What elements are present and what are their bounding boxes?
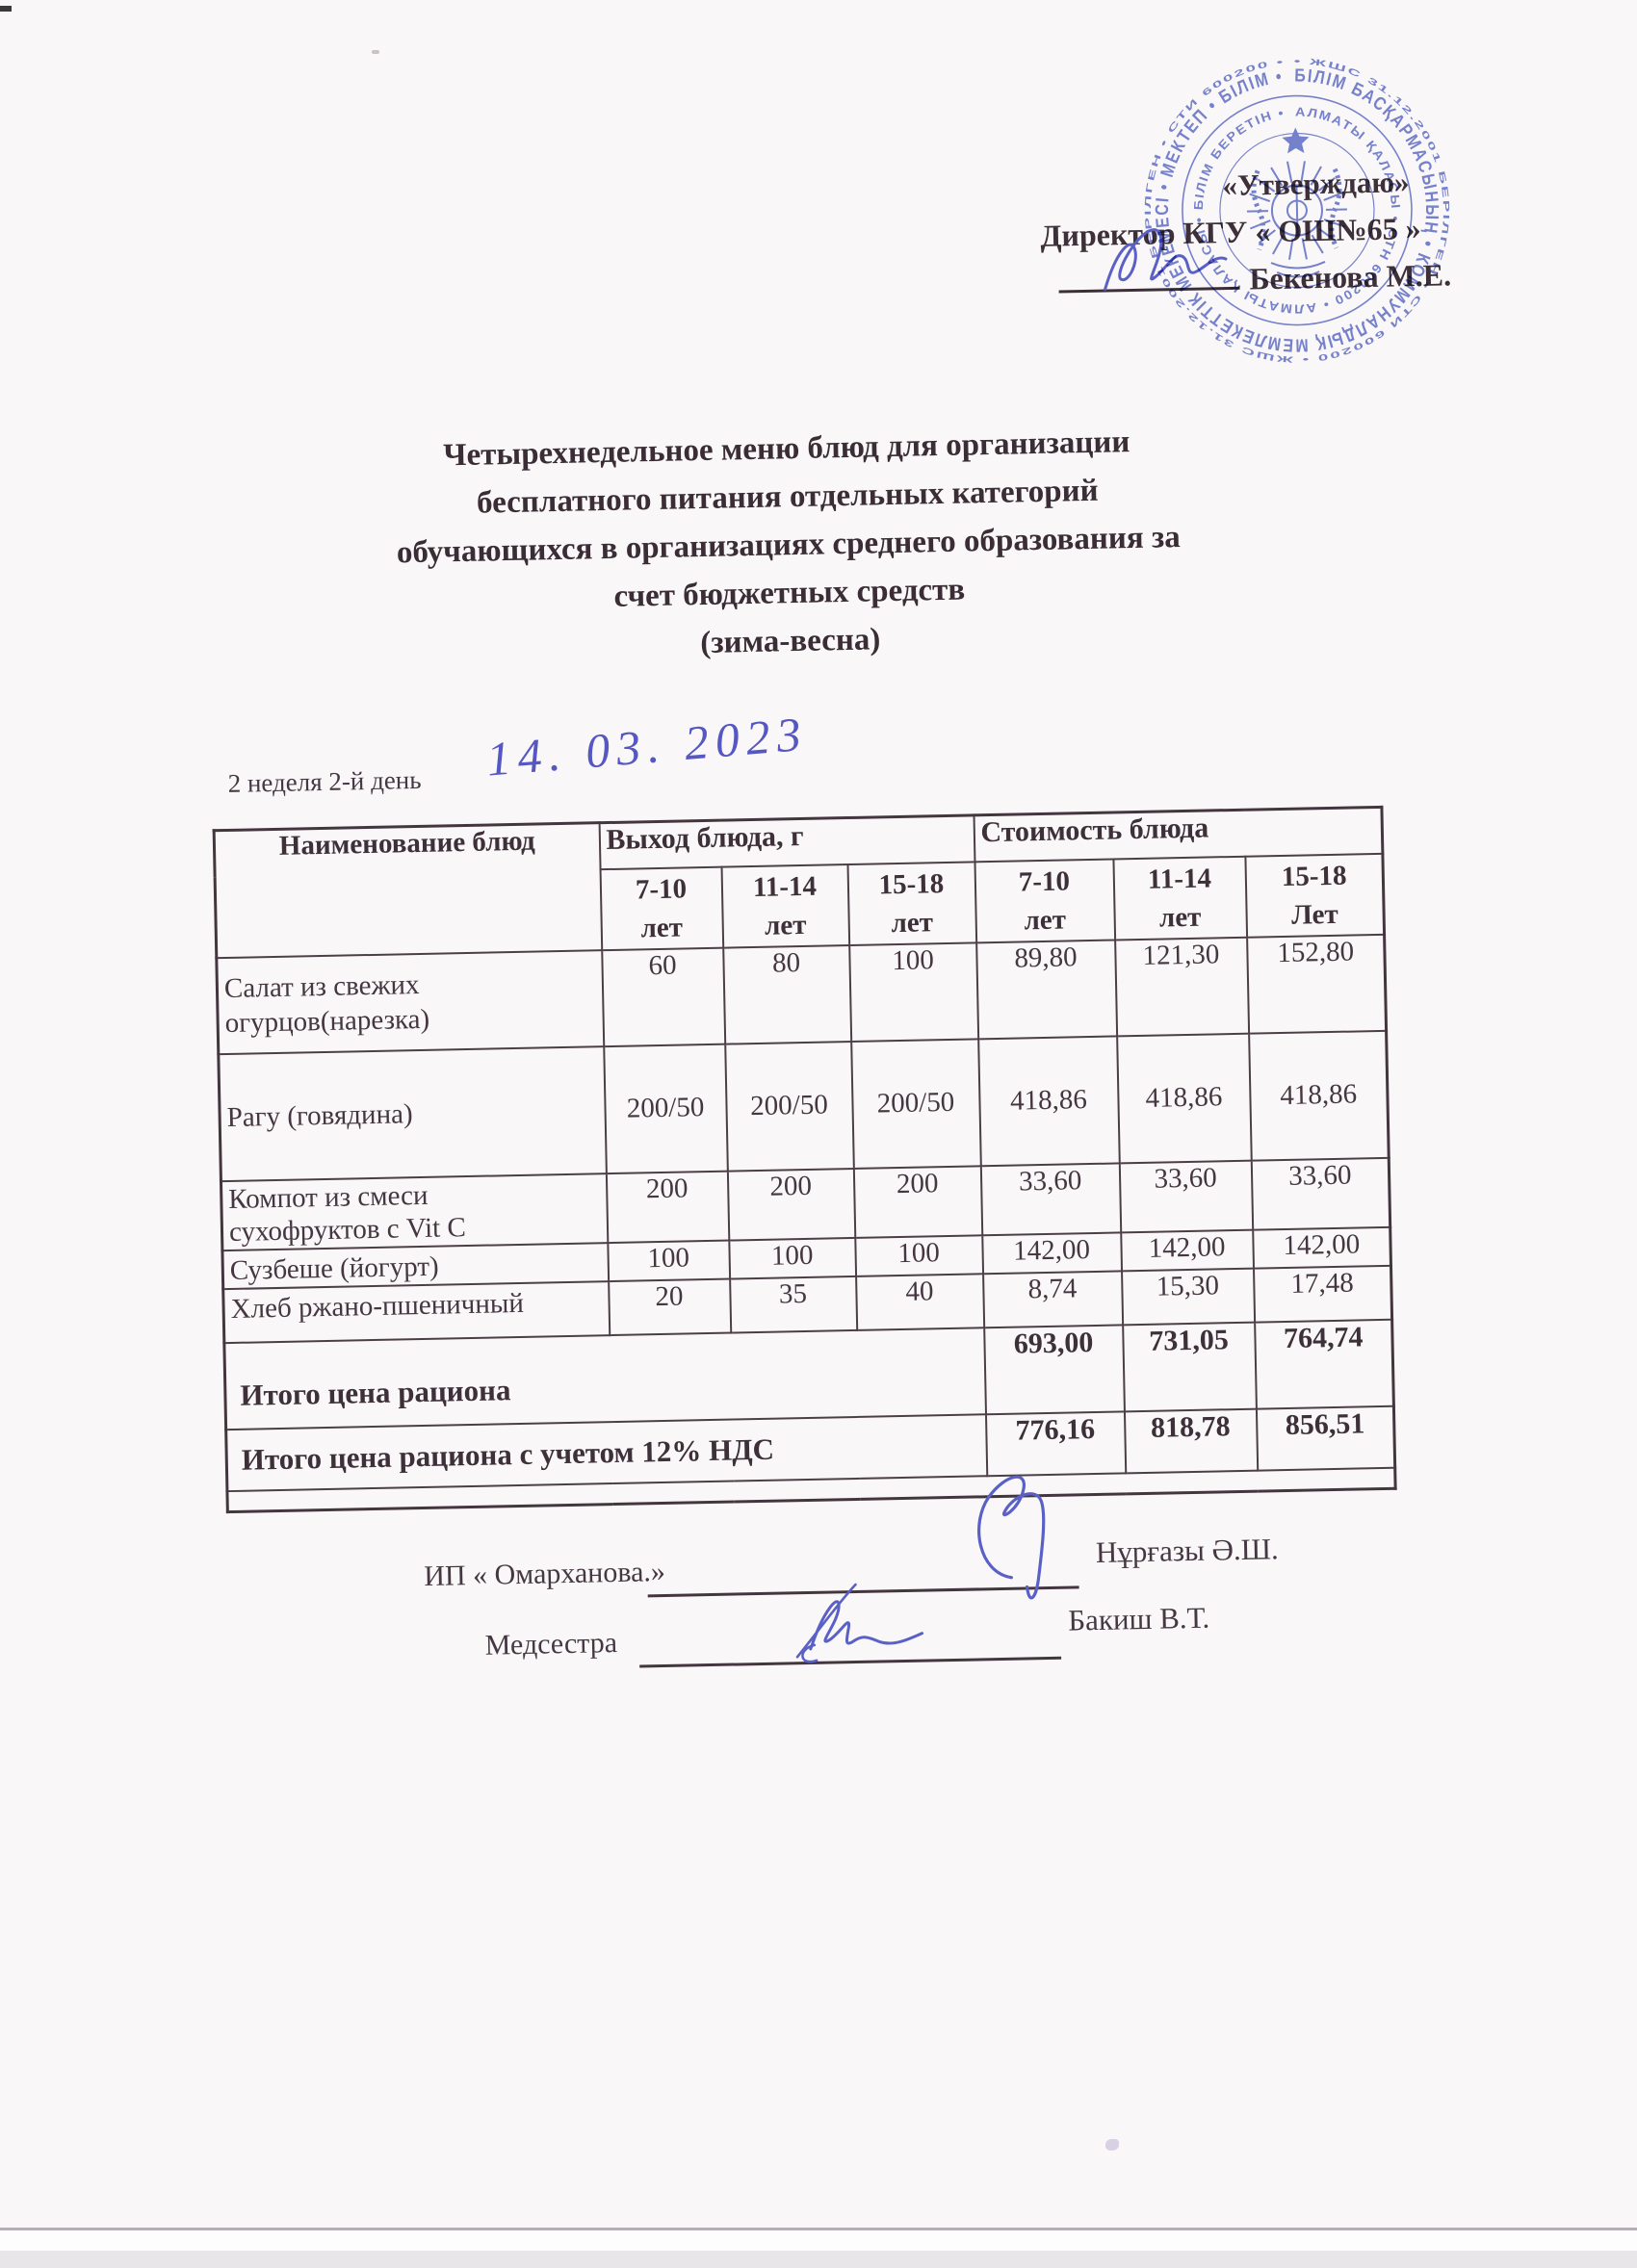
signatory-prefix: ИП « Омарханова.»	[424, 1556, 665, 1593]
dish-cost-value: 142,00	[1121, 1229, 1254, 1271]
dish-name: Хлеб ржано-пшеничный	[223, 1281, 610, 1343]
col-group-output: Выход блюда, г	[599, 815, 974, 869]
table-row: Рагу (говядина) 200/50 200/50 200/50 418…	[219, 1030, 1389, 1180]
total-cost-value: 764,74	[1255, 1319, 1394, 1408]
stamp-emblem	[1245, 127, 1348, 278]
stamp-star	[1282, 127, 1310, 153]
col-header-cost-age-1: 7-10 лет	[974, 859, 1115, 942]
col-header-out-age-1: 7-10 лет	[600, 866, 723, 950]
dish-out-value: 100	[729, 1237, 856, 1278]
signatory-name: Нұрғазы Ә.Ш.	[1096, 1532, 1280, 1570]
col-header-cost-age-2: 11-14 лет	[1113, 856, 1247, 940]
week-day-label: 2 неделя 2-й день	[227, 765, 421, 799]
dish-out-value: 60	[602, 947, 725, 1046]
col-header-dish-name: Наименование блюд	[214, 823, 602, 958]
dish-cost-value: 142,00	[1253, 1226, 1391, 1268]
scan-artifact-speck	[372, 50, 379, 54]
dish-out-value: 40	[856, 1274, 984, 1330]
scan-artifact-speck	[1105, 2139, 1119, 2151]
dish-name: Салат из свежих огурцов(нарезка)	[217, 950, 604, 1054]
dish-cost-value: 152,80	[1247, 934, 1387, 1033]
handwritten-date: 14. 03. 2023	[484, 706, 810, 787]
dish-name: Компот из смеси сухофруктов с Vit C	[221, 1173, 607, 1250]
col-header-cost-age-3: 15-18 Лет	[1245, 853, 1385, 937]
dish-cost-value: 33,60	[1119, 1160, 1252, 1232]
total-label: Итого цена рациона	[224, 1327, 986, 1430]
dish-out-value: 200/50	[725, 1041, 854, 1171]
dish-out-value: 100	[849, 942, 978, 1042]
dish-out-value: 35	[730, 1276, 857, 1332]
col-group-cost: Стоимость блюда	[974, 807, 1383, 862]
col-header-out-age-3: 15-18 лет	[847, 862, 976, 945]
dish-cost-value: 33,60	[980, 1163, 1120, 1235]
dish-out-value: 20	[609, 1278, 731, 1335]
dish-cost-value: 15,30	[1122, 1268, 1255, 1325]
total-cost-value: 731,05	[1123, 1322, 1257, 1411]
scan-below-edge-area	[0, 2230, 1637, 2251]
dish-cost-value: 142,00	[982, 1232, 1122, 1274]
total-vat-cost-value: 856,51	[1256, 1405, 1394, 1470]
dish-cost-value: 33,60	[1251, 1157, 1390, 1229]
col-header-out-age-2: 11-14 лет	[721, 864, 849, 948]
dish-cost-value: 418,86	[1249, 1030, 1390, 1160]
dish-out-value: 100	[608, 1240, 730, 1281]
dish-out-value: 200	[853, 1166, 981, 1238]
total-vat-cost-value: 818,78	[1124, 1408, 1257, 1473]
dish-out-value: 200/50	[604, 1044, 728, 1173]
dish-cost-value: 121,30	[1115, 937, 1249, 1036]
dish-name: Рагу (говядина)	[219, 1046, 607, 1181]
scan-artifact-corner	[0, 6, 12, 12]
signature-ink	[959, 1462, 1087, 1611]
dish-cost-value: 8,74	[983, 1271, 1123, 1327]
menu-price-table: Наименование блюд Выход блюда, г Стоимос…	[213, 806, 1397, 1513]
total-cost-value: 693,00	[984, 1325, 1125, 1414]
dish-cost-value: 17,48	[1254, 1265, 1392, 1322]
dish-cost-value: 418,86	[978, 1036, 1120, 1166]
document-title: Четырехнедельное меню блюд для организац…	[275, 415, 1301, 676]
dish-out-value: 100	[855, 1235, 983, 1276]
dish-cost-value: 418,86	[1117, 1033, 1252, 1163]
dish-cost-value: 89,80	[976, 940, 1117, 1039]
dish-out-value: 80	[723, 945, 851, 1044]
signature-ink	[784, 1569, 951, 1680]
dish-out-value: 200	[606, 1171, 728, 1243]
signatory-name: Бакиш В.Т.	[1068, 1601, 1210, 1638]
signatory-prefix: Медсестра	[484, 1627, 617, 1662]
dish-out-value: 200/50	[851, 1039, 981, 1169]
school-round-stamp: • ЖШС 31.12.2001 БЕРІЛГЕН • СТИ 600200 •…	[1138, 49, 1457, 373]
dish-out-value: 200	[727, 1168, 854, 1240]
